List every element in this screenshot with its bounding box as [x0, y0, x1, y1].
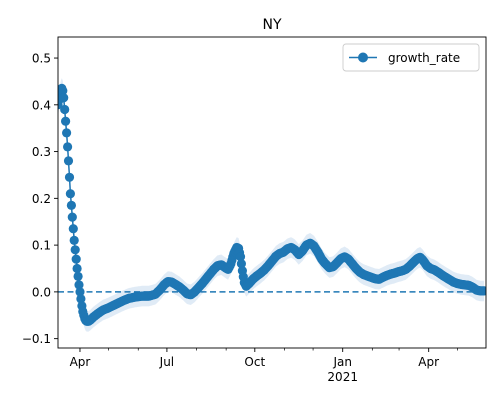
data-point [61, 116, 71, 126]
y-axis: −0.1 0.0 0.1 0.2 0.3 0.4 0.5 [22, 52, 58, 346]
data-point [76, 294, 86, 304]
data-point [70, 245, 80, 255]
legend-marker-swatch [358, 52, 368, 63]
x-tick-label: Oct [244, 355, 265, 369]
data-point [60, 104, 70, 115]
data-point [71, 254, 81, 264]
data-point [235, 252, 246, 262]
data-point [66, 200, 76, 210]
y-tick-label: 0.4 [32, 98, 51, 112]
data-point [62, 128, 72, 138]
x-tick-label: Apr [70, 355, 91, 369]
x-tick-year-label: 2021 [327, 370, 358, 384]
data-point [69, 235, 79, 245]
plot-area [58, 78, 486, 332]
x-tick-label: Jan [332, 355, 352, 369]
legend: growth_rate [342, 43, 480, 72]
data-point [479, 286, 486, 296]
data-point [63, 156, 74, 166]
y-tick-label: 0.3 [32, 145, 51, 159]
y-tick-label: −0.1 [22, 332, 51, 346]
growth-rate-markers [58, 83, 486, 326]
data-point [236, 259, 246, 269]
x-tick-label: Jul [159, 355, 174, 369]
data-point [74, 280, 84, 290]
data-point [72, 263, 82, 274]
data-point [63, 142, 73, 152]
y-tick-label: 0.2 [32, 192, 51, 206]
x-tick-label: Apr [418, 355, 439, 369]
data-point [65, 189, 75, 199]
data-point [67, 212, 77, 222]
plot-frame [57, 36, 487, 349]
y-tick-label: 0.0 [32, 285, 51, 299]
legend-box [342, 43, 480, 72]
y-tick-label: 0.5 [32, 52, 51, 66]
data-point [58, 86, 68, 96]
data-point [59, 93, 69, 103]
data-point [68, 224, 78, 234]
legend-label-growth-rate: growth_rate [388, 51, 460, 65]
data-point [64, 172, 75, 182]
y-tick-label: 0.1 [32, 239, 51, 253]
chart-title: NY [262, 17, 281, 33]
data-point [73, 271, 83, 281]
data-point [75, 287, 85, 297]
